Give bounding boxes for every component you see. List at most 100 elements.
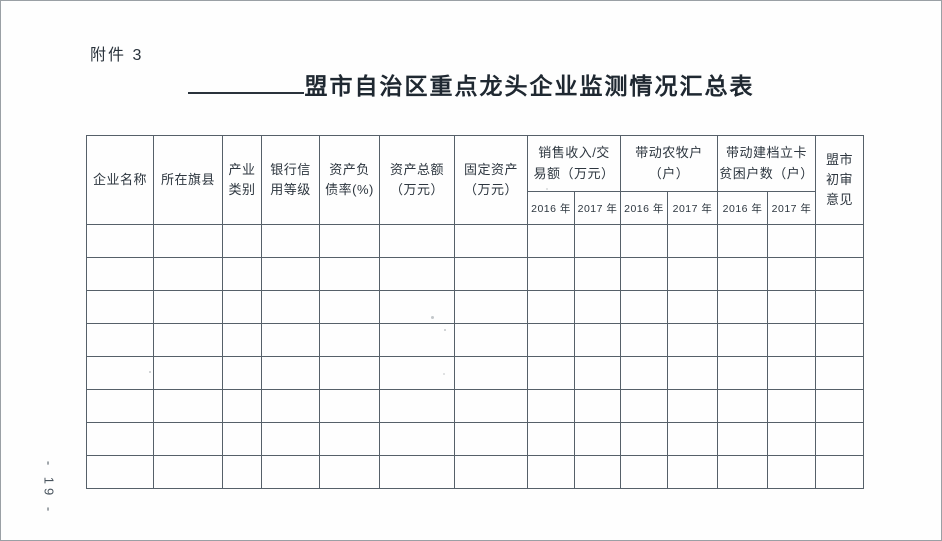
empty-cell bbox=[667, 224, 719, 258]
empty-cell bbox=[815, 455, 865, 489]
col-header-poor-2017: 2017 年 bbox=[767, 191, 817, 225]
col-header-sales-2016: 2016 年 bbox=[527, 191, 575, 225]
col-header-bank-credit-rating: 银行信 用等级 bbox=[261, 135, 320, 225]
empty-cell bbox=[717, 356, 769, 390]
empty-cell bbox=[319, 356, 380, 390]
empty-cell bbox=[767, 389, 817, 423]
empty-cell bbox=[153, 224, 223, 258]
scan-speck bbox=[546, 188, 548, 190]
empty-cell bbox=[153, 389, 223, 423]
empty-cell bbox=[620, 356, 669, 390]
empty-cell bbox=[573, 455, 622, 489]
empty-cell bbox=[319, 224, 380, 258]
empty-cell bbox=[454, 290, 528, 324]
empty-cell bbox=[153, 455, 223, 489]
empty-cell bbox=[222, 422, 262, 456]
empty-cell bbox=[86, 323, 154, 357]
col-header-industry-category: 产业 类别 bbox=[222, 135, 262, 225]
empty-cell bbox=[767, 356, 817, 390]
empty-cell bbox=[527, 257, 575, 291]
col-header-total-assets: 资产总额 （万元） bbox=[379, 135, 455, 225]
empty-cell bbox=[319, 422, 380, 456]
empty-cell bbox=[319, 257, 380, 291]
empty-cell bbox=[573, 323, 622, 357]
page-number: - 19 - bbox=[41, 460, 57, 516]
empty-cell bbox=[153, 290, 223, 324]
empty-cell bbox=[717, 455, 769, 489]
empty-cell bbox=[261, 422, 320, 456]
empty-cell bbox=[379, 224, 455, 258]
table-row bbox=[86, 455, 865, 489]
col-header-review-opinion: 盟市 初审 意见 bbox=[815, 135, 865, 225]
empty-cell bbox=[620, 257, 669, 291]
empty-cell bbox=[379, 389, 455, 423]
empty-cell bbox=[222, 224, 262, 258]
table-row bbox=[86, 323, 865, 357]
empty-cell bbox=[573, 224, 622, 258]
empty-cell bbox=[319, 455, 380, 489]
table-row bbox=[86, 257, 865, 291]
empty-cell bbox=[620, 290, 669, 324]
empty-cell bbox=[815, 323, 865, 357]
empty-cell bbox=[767, 257, 817, 291]
empty-cell bbox=[620, 422, 669, 456]
empty-cell bbox=[573, 290, 622, 324]
empty-cell bbox=[379, 323, 455, 357]
empty-cell bbox=[153, 422, 223, 456]
empty-cell bbox=[815, 422, 865, 456]
empty-cell bbox=[815, 224, 865, 258]
table-row bbox=[86, 422, 865, 456]
empty-cell bbox=[261, 356, 320, 390]
scan-speck bbox=[443, 373, 445, 375]
table-row bbox=[86, 224, 865, 258]
title-blank-underline bbox=[187, 68, 304, 94]
empty-cell bbox=[454, 323, 528, 357]
empty-cell bbox=[319, 323, 380, 357]
empty-cell bbox=[667, 422, 719, 456]
table-row bbox=[86, 290, 865, 324]
empty-cell bbox=[620, 389, 669, 423]
empty-cell bbox=[717, 290, 769, 324]
empty-cell bbox=[717, 257, 769, 291]
col-header-farm-2016: 2016 年 bbox=[620, 191, 669, 225]
empty-cell bbox=[815, 257, 865, 291]
empty-cell bbox=[86, 389, 154, 423]
empty-cell bbox=[573, 356, 622, 390]
empty-cell bbox=[667, 290, 719, 324]
document-title: 盟市自治区重点龙头企业监测情况汇总表 bbox=[304, 73, 755, 99]
empty-cell bbox=[815, 290, 865, 324]
empty-cell bbox=[454, 455, 528, 489]
col-header-farm-2017: 2017 年 bbox=[667, 191, 719, 225]
header-row-2: 2016 年 2017 年 2016 年 2017 年 2016 年 2017 … bbox=[87, 191, 864, 225]
empty-cell bbox=[261, 224, 320, 258]
empty-cell bbox=[454, 224, 528, 258]
empty-cell bbox=[86, 290, 154, 324]
empty-cell bbox=[86, 257, 154, 291]
empty-cell bbox=[667, 323, 719, 357]
empty-cell bbox=[379, 422, 455, 456]
empty-cell bbox=[527, 224, 575, 258]
empty-cell bbox=[261, 455, 320, 489]
empty-cell bbox=[815, 389, 865, 423]
empty-cell bbox=[319, 290, 380, 324]
empty-cell bbox=[573, 389, 622, 423]
col-header-fixed-assets: 固定资产 （万元） bbox=[454, 135, 528, 225]
table-row bbox=[86, 389, 865, 423]
empty-cell bbox=[261, 257, 320, 291]
empty-cell bbox=[667, 455, 719, 489]
col-header-sales-revenue-group: 销售收入/交 易额（万元） bbox=[526, 135, 622, 192]
empty-cell bbox=[379, 290, 455, 324]
empty-cell bbox=[573, 422, 622, 456]
empty-cell bbox=[261, 323, 320, 357]
empty-cell bbox=[667, 389, 719, 423]
empty-cell bbox=[379, 257, 455, 291]
empty-cell bbox=[86, 455, 154, 489]
empty-cell bbox=[454, 422, 528, 456]
empty-cell bbox=[527, 323, 575, 357]
empty-cell bbox=[767, 224, 817, 258]
empty-cell bbox=[454, 356, 528, 390]
empty-cell bbox=[717, 323, 769, 357]
col-header-farm-households-group: 带动农牧户 （户） bbox=[620, 135, 719, 192]
empty-cell bbox=[222, 455, 262, 489]
